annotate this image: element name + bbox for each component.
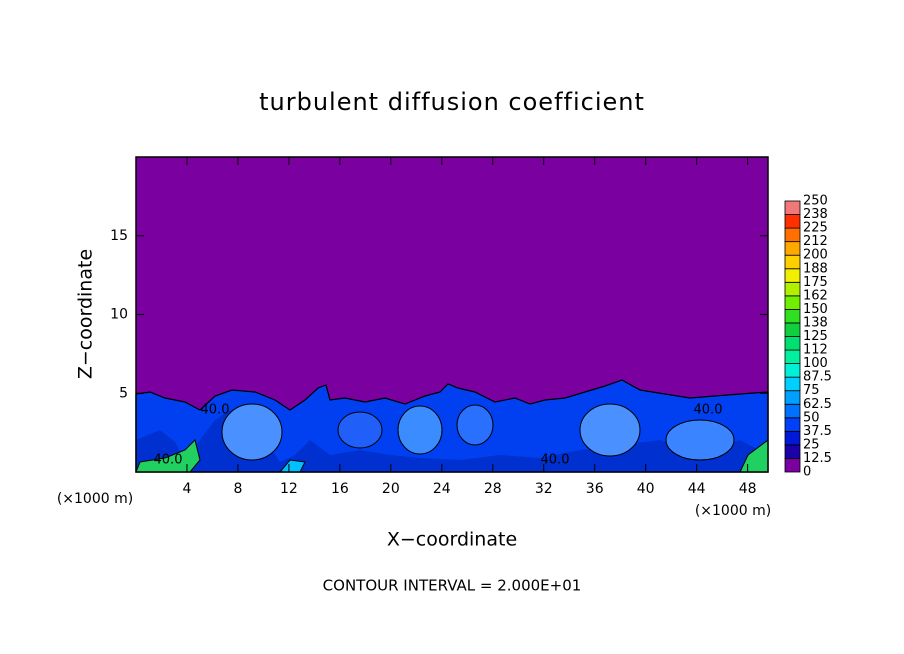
contour-label: 40.0: [154, 453, 183, 468]
colorbar-label: 188: [803, 261, 828, 276]
contour-label: 40.0: [201, 403, 230, 418]
colorbar-box: [784, 322, 801, 337]
colorbar-label: 250: [803, 194, 828, 209]
colorbar-box: [784, 254, 801, 270]
colorbar-box: [784, 308, 801, 324]
chart-title: turbulent diffusion coefficient: [259, 88, 645, 116]
eddy: [397, 405, 443, 455]
colorbar-label: 12.5: [803, 451, 832, 466]
contour-label: 40.0: [541, 453, 570, 468]
high-patch: [135, 439, 201, 473]
colorbar-box: [784, 349, 801, 364]
colorbar-box: [784, 295, 801, 310]
x-unit-label: (×1000 m): [57, 491, 133, 507]
eddy: [221, 403, 283, 461]
colorbar-label: 37.5: [803, 424, 832, 439]
colorbar-label: 25: [803, 437, 820, 452]
colorbar-label: 87.5: [803, 370, 832, 385]
x-tick-label: 40: [637, 481, 655, 497]
colorbar-box: [784, 376, 801, 392]
x-axis-label: X−coordinate: [387, 529, 517, 551]
eddy: [456, 404, 494, 446]
colorbar-box: [784, 200, 801, 215]
x-tick-label: 32: [535, 481, 553, 497]
eddy: [579, 403, 641, 457]
colorbar-label: 200: [803, 248, 828, 263]
colorbar-label: 0: [803, 465, 811, 480]
colorbar-box: [784, 458, 801, 473]
x-tick-label: 16: [331, 481, 349, 497]
x-tick-label: 8: [233, 481, 242, 497]
x-tick-label: 36: [586, 481, 604, 497]
x-unit-label: (×1000 m): [695, 503, 771, 519]
colorbar-box: [784, 444, 801, 459]
colorbar-box: [784, 336, 801, 351]
colorbar-label: 175: [803, 275, 828, 290]
colorbar-label: 62.5: [803, 397, 832, 412]
colorbar-box: [784, 390, 801, 405]
contour-label: 40.0: [694, 403, 723, 418]
contour-field: [135, 157, 769, 473]
colorbar-box: [784, 268, 801, 283]
colorbar-label: 212: [803, 234, 828, 249]
eddy: [665, 419, 735, 461]
x-tick-label: 4: [183, 481, 192, 497]
colorbar-box: [784, 281, 801, 297]
y-tick-label: 15: [110, 228, 128, 244]
colorbar-box: [784, 241, 801, 256]
x-tick-label: 48: [739, 481, 757, 497]
colorbar-box: [784, 430, 801, 446]
colorbar-box: [784, 363, 801, 378]
y-tick-label: 10: [110, 307, 128, 323]
colorbar-label: 162: [803, 288, 828, 303]
colorbar-label: 75: [803, 383, 820, 398]
colorbar-box: [784, 227, 801, 243]
colorbar-label: 238: [803, 207, 828, 222]
colorbar-label: 50: [803, 410, 820, 425]
colorbar-label: 112: [803, 343, 828, 358]
x-tick-label: 20: [382, 481, 400, 497]
colorbar-box: [784, 214, 801, 229]
colorbar-label: 150: [803, 302, 828, 317]
colorbar-label: 125: [803, 329, 828, 344]
y-tick-label: 5: [119, 385, 128, 401]
colorbar-box: [784, 403, 801, 419]
colorbar-label: 138: [803, 315, 828, 330]
x-tick-label: 12: [280, 481, 298, 497]
x-tick-label: 28: [484, 481, 502, 497]
x-tick-label: 24: [433, 481, 451, 497]
x-tick-label: 44: [688, 481, 706, 497]
y-axis-label: Z−coordinate: [75, 249, 97, 379]
colorbar-label: 100: [803, 356, 828, 371]
colorbar-label: 225: [803, 221, 828, 236]
footer-note: CONTOUR INTERVAL = 2.000E+01: [323, 577, 582, 595]
eddy: [337, 411, 383, 449]
colorbar-box: [784, 417, 801, 432]
